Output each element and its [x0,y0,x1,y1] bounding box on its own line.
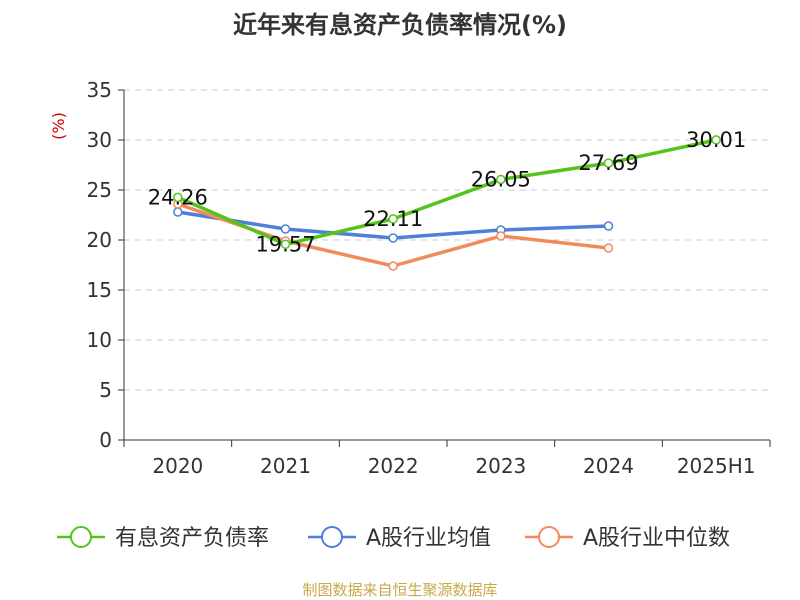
data-point [496,231,506,241]
y-axis-ticks: 0 5 10 15 20 25 30 35 [87,78,124,452]
legend-item-0: 有息资产负债率 [57,526,269,551]
legend-swatch-marker [538,526,560,548]
y-tick-label: 25 [87,178,112,202]
data-labels: 24.26 19.57 22.11 26.05 27.69 30.01 [148,128,746,256]
data-point [496,174,506,185]
data-point [711,135,721,145]
grid-lines [124,89,770,391]
y-tick-label: 20 [87,228,112,252]
data-label: 30.01 [686,128,746,152]
data-point [173,192,183,203]
legend: 有息资产负债率 A股行业均值 A股行业中位数 [57,526,730,551]
legend-item-1: A股行业均值 [308,526,491,551]
chart-title: 近年来有息资产负债率情况(%) [233,11,567,39]
y-tick-label: 30 [87,128,112,152]
data-label: 24.26 [148,185,208,209]
source-note: 制图数据来自恒生聚源数据库 [302,581,497,599]
x-tick-label: 2022 [368,454,419,478]
y-tick-label: 0 [99,428,112,452]
legend-label: A股行业中位数 [583,526,730,551]
data-point [280,224,291,234]
legend-label: 有息资产负债率 [115,526,269,551]
legend-label: A股行业均值 [366,526,491,551]
y-axis-unit-label: (%) [49,112,68,140]
legend-swatch-marker [70,526,92,548]
series-0 [173,135,721,250]
series-line [176,138,718,247]
y-tick-label: 15 [87,278,112,302]
y-tick-label: 35 [87,78,112,102]
axes [123,90,770,441]
x-tick-label: 2024 [583,454,634,478]
data-label: 19.57 [255,232,315,256]
x-tick-label: 2020 [152,454,203,478]
data-point [280,239,291,250]
data-label: 27.69 [578,151,638,175]
legend-item-2: A股行业中位数 [525,526,730,551]
data-point [388,233,398,243]
data-point [603,221,614,231]
data-point [388,214,398,224]
data-point [603,243,614,253]
data-point [603,158,614,168]
legend-swatch-marker [321,526,343,548]
x-tick-label: 2025H1 [677,454,756,478]
x-tick-label: 2021 [260,454,311,478]
y-tick-label: 10 [87,328,112,352]
data-label: 22.11 [363,207,423,231]
data-label: 26.05 [471,168,531,192]
data-point [388,261,398,271]
y-tick-label: 5 [99,378,112,402]
x-tick-label: 2023 [475,454,526,478]
series-group [173,135,721,271]
x-axis-ticks: 2020 2021 2022 2023 2024 2025H1 [123,440,771,478]
